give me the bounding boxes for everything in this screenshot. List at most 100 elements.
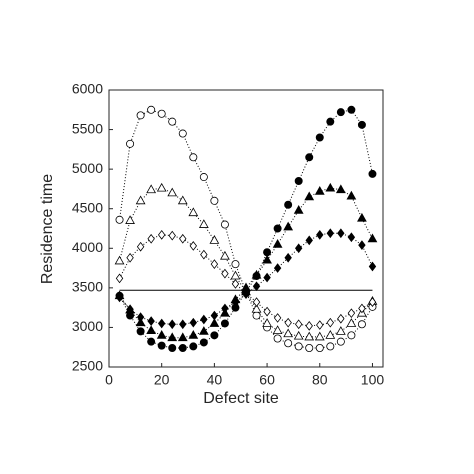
marker bbox=[178, 129, 187, 138]
marker bbox=[273, 224, 282, 233]
marker bbox=[357, 212, 367, 222]
marker bbox=[168, 319, 176, 330]
marker bbox=[167, 187, 178, 197]
marker bbox=[147, 233, 155, 244]
marker bbox=[168, 230, 176, 241]
y-tick-label: 6000 bbox=[72, 81, 103, 97]
x-tick-label: 100 bbox=[361, 372, 385, 388]
marker bbox=[262, 254, 272, 264]
marker bbox=[263, 272, 271, 283]
marker bbox=[305, 320, 313, 331]
marker bbox=[335, 184, 346, 194]
marker bbox=[293, 330, 304, 340]
marker bbox=[210, 196, 219, 205]
marker bbox=[168, 117, 177, 126]
marker bbox=[115, 215, 124, 224]
marker bbox=[358, 303, 366, 314]
marker bbox=[231, 297, 240, 307]
marker bbox=[136, 111, 145, 120]
marker bbox=[146, 325, 157, 334]
marker bbox=[136, 312, 145, 323]
marker bbox=[304, 191, 315, 201]
marker bbox=[221, 268, 229, 279]
marker bbox=[251, 303, 262, 313]
marker bbox=[156, 330, 167, 339]
marker bbox=[157, 229, 166, 240]
marker bbox=[167, 332, 178, 342]
marker bbox=[293, 204, 304, 214]
marker bbox=[273, 334, 282, 343]
marker bbox=[294, 243, 303, 254]
marker bbox=[305, 153, 314, 162]
marker bbox=[200, 249, 208, 260]
marker bbox=[294, 342, 303, 351]
marker bbox=[125, 215, 135, 224]
marker bbox=[220, 220, 229, 229]
marker bbox=[189, 342, 198, 351]
marker bbox=[284, 317, 292, 328]
marker bbox=[221, 303, 229, 314]
marker bbox=[346, 190, 357, 200]
marker bbox=[263, 306, 271, 317]
marker bbox=[157, 109, 166, 118]
marker bbox=[220, 250, 230, 260]
marker bbox=[231, 279, 240, 289]
marker bbox=[357, 320, 366, 329]
marker bbox=[178, 344, 187, 353]
marker bbox=[368, 169, 377, 178]
marker bbox=[168, 344, 177, 353]
marker bbox=[336, 337, 345, 346]
marker bbox=[336, 108, 345, 117]
marker bbox=[156, 182, 167, 192]
marker bbox=[346, 318, 357, 327]
marker bbox=[126, 252, 134, 263]
marker bbox=[272, 325, 283, 334]
marker bbox=[337, 313, 345, 324]
marker bbox=[189, 317, 198, 328]
marker bbox=[326, 228, 335, 239]
x-axis-label: Defect site bbox=[203, 390, 279, 407]
marker bbox=[179, 233, 187, 244]
marker bbox=[326, 117, 335, 126]
y-tick-label: 2500 bbox=[72, 358, 103, 374]
marker bbox=[199, 173, 208, 182]
marker bbox=[347, 232, 356, 243]
marker bbox=[305, 344, 314, 353]
y-tick-label: 3000 bbox=[72, 318, 103, 334]
marker bbox=[316, 320, 324, 330]
marker bbox=[315, 133, 324, 142]
marker bbox=[209, 318, 220, 327]
marker bbox=[209, 235, 220, 244]
marker bbox=[210, 310, 219, 321]
marker bbox=[188, 330, 199, 339]
marker bbox=[273, 313, 282, 323]
marker bbox=[325, 330, 336, 339]
marker bbox=[230, 270, 241, 280]
marker bbox=[177, 195, 188, 205]
marker bbox=[284, 252, 292, 263]
y-tick-label: 4500 bbox=[72, 199, 103, 215]
marker bbox=[199, 338, 208, 347]
marker bbox=[315, 344, 324, 353]
plot-frame bbox=[108, 89, 384, 368]
marker bbox=[283, 328, 294, 338]
y-tick-label: 5500 bbox=[72, 120, 103, 136]
marker bbox=[294, 177, 303, 186]
marker bbox=[263, 248, 272, 257]
x-tick-label: 20 bbox=[154, 372, 170, 388]
marker bbox=[126, 304, 134, 315]
x-tick-label: 40 bbox=[207, 372, 223, 388]
y-axis-label: Residence time bbox=[39, 174, 56, 284]
y-tick-label: 5000 bbox=[72, 160, 103, 176]
marker bbox=[135, 195, 146, 205]
marker bbox=[326, 342, 335, 351]
marker bbox=[358, 240, 366, 250]
marker bbox=[242, 289, 250, 300]
marker bbox=[252, 297, 261, 307]
marker bbox=[210, 259, 219, 269]
marker bbox=[189, 153, 198, 162]
marker bbox=[200, 314, 208, 325]
marker bbox=[273, 263, 282, 273]
